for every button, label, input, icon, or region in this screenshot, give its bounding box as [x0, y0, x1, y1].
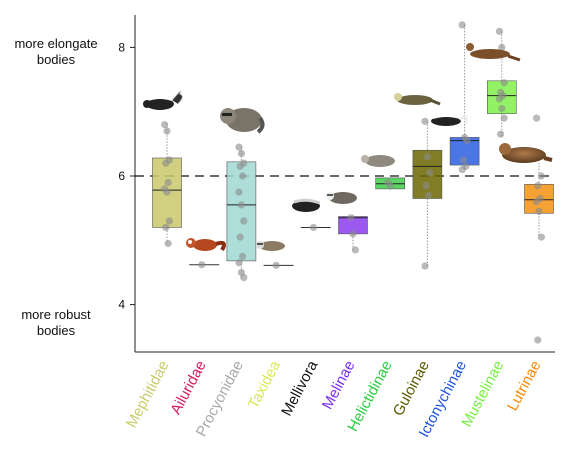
data-point	[463, 137, 471, 145]
data-point	[535, 207, 543, 215]
category-label-taxidea: Taxidea	[245, 357, 285, 411]
data-point	[498, 43, 506, 52]
data-point	[458, 21, 466, 29]
data-point	[164, 239, 172, 248]
data-point	[500, 114, 508, 122]
red-panda-illustration	[186, 238, 226, 252]
data-point	[458, 165, 466, 174]
data-point	[309, 223, 317, 232]
data-point	[423, 153, 431, 161]
data-point	[500, 79, 508, 87]
axes: 468MephitidaeAiluridaeProcyonidaeTaxidea…	[118, 15, 555, 440]
zorilla-illustration	[431, 115, 468, 126]
wolverine-illustration	[394, 93, 441, 106]
category-label-mellivora: Mellivora	[278, 357, 321, 419]
data-point	[498, 104, 506, 113]
data-point	[237, 201, 245, 209]
data-point	[236, 233, 244, 241]
data-point	[421, 262, 429, 270]
data-point	[534, 336, 542, 344]
category-label-ailuridae: Ailuridae	[167, 358, 209, 418]
data-point	[240, 217, 248, 225]
data-point	[386, 182, 394, 190]
data-point	[422, 182, 430, 190]
y-tick-label: 6	[118, 169, 125, 183]
data-point	[198, 261, 206, 269]
data-point	[533, 198, 541, 206]
data-point	[425, 191, 433, 199]
data-point	[236, 162, 244, 170]
category-label-melinae: Melinae	[319, 358, 359, 412]
annotation-robust: more robust bodies	[21, 307, 91, 338]
data-point	[235, 188, 243, 196]
ferret-badger-illustration	[361, 155, 395, 167]
data-point	[162, 159, 170, 167]
honey-badger-illustration	[292, 198, 321, 212]
data-point	[347, 214, 355, 222]
category-label-mephitidae: Mephitidae	[123, 358, 172, 431]
data-point	[239, 172, 247, 180]
category-label-lutrinae: Lutrinae	[504, 358, 544, 414]
badger-melinae-illustration	[326, 192, 357, 204]
data-point	[235, 259, 243, 267]
annotation-elongate: more elongate bodies	[14, 36, 98, 67]
data-point	[421, 117, 429, 125]
data-point	[163, 127, 171, 135]
skunk-illustration	[143, 90, 184, 110]
data-point	[459, 156, 467, 164]
data-point	[164, 178, 172, 187]
badger-taxidea-illustration	[256, 241, 285, 251]
data-point	[351, 246, 359, 254]
data-point	[349, 230, 357, 238]
raccoon-illustration	[220, 108, 265, 134]
data-point	[239, 252, 247, 260]
data-point	[537, 172, 546, 180]
data-point	[495, 27, 503, 35]
data-point	[537, 233, 546, 241]
mink-illustration	[466, 43, 521, 62]
y-tick-label: 4	[118, 298, 125, 312]
points-group	[161, 21, 546, 344]
data-point	[534, 182, 542, 190]
data-point	[235, 143, 243, 151]
data-point	[237, 149, 245, 158]
boxes-group	[152, 24, 554, 279]
animal-illustrations	[143, 43, 553, 252]
data-point	[162, 223, 170, 232]
otter-illustration	[499, 143, 553, 163]
data-point	[240, 273, 248, 282]
y-tick-label: 8	[118, 40, 125, 54]
data-point	[161, 120, 169, 129]
data-point	[533, 114, 541, 122]
data-point	[426, 169, 434, 177]
data-point	[165, 217, 173, 225]
data-point	[272, 261, 280, 269]
data-point	[163, 188, 171, 196]
data-point	[497, 130, 505, 138]
data-point	[495, 95, 503, 103]
